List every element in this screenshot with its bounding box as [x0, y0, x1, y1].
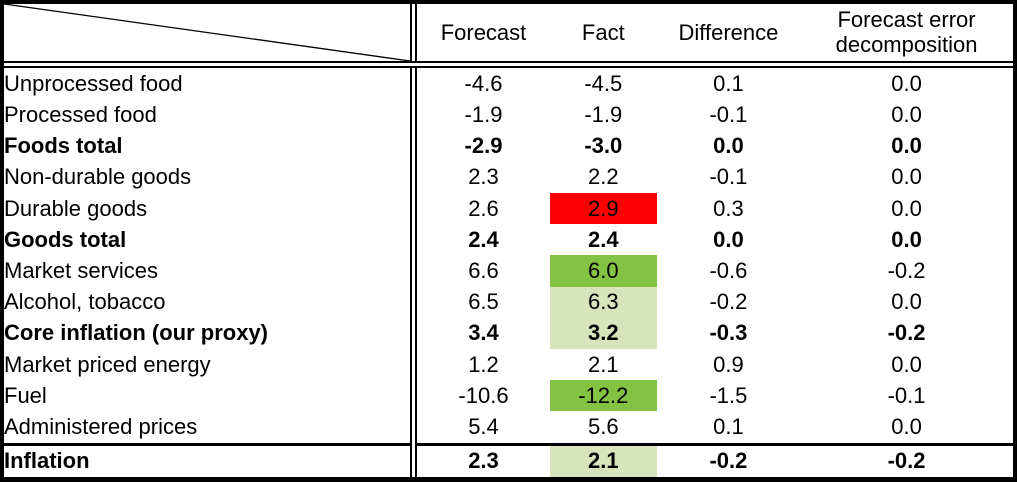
decomposition-cell: 0.0	[891, 133, 922, 159]
difference-cell: 0.9	[713, 351, 744, 377]
row-label: Market services	[4, 257, 159, 283]
fact-cell: 6.3	[549, 286, 657, 318]
fact-cell: 2.9	[549, 192, 657, 225]
fact-cell: 6.0	[549, 255, 657, 287]
fact-cell: -4.5	[584, 70, 623, 96]
difference-cell: -1.5	[709, 382, 748, 408]
fact-cell: 2.2	[588, 164, 619, 190]
difference-cell: -0.1	[709, 164, 748, 190]
diagonal-line	[4, 4, 410, 61]
header-row: Forecast Fact Difference Forecast error …	[4, 4, 1013, 68]
forecast-cell: 2.6	[410, 192, 550, 225]
fact-cell: -3.0	[584, 133, 623, 159]
decomposition-cell: 0.0	[891, 70, 922, 96]
difference-cell: 0.0	[713, 133, 744, 159]
row-label: Unprocessed food	[4, 70, 183, 96]
row-label: Non-durable goods	[4, 164, 192, 190]
difference-cell: -0.2	[709, 289, 748, 315]
forecast-cell: 3.4	[410, 317, 550, 349]
decomposition-cell: 0.0	[891, 289, 922, 315]
fact-cell: 2.1	[549, 442, 657, 477]
forecast-cell: -4.6	[410, 64, 550, 100]
fact-cell: 5.6	[588, 414, 619, 440]
decomposition-cell: 0.0	[891, 164, 922, 190]
forecast-cell: 6.5	[410, 286, 550, 318]
fact-cell: 2.1	[588, 351, 619, 377]
table-row: Durable goods 2.6 2.9 0.3 0.0	[4, 192, 1013, 225]
difference-cell: 0.0	[713, 226, 744, 252]
forecast-cell: 6.6	[410, 255, 550, 287]
decomposition-cell: -0.2	[887, 257, 926, 283]
row-label: Fuel	[4, 382, 47, 408]
header-forecast: Forecast	[410, 4, 550, 68]
table-row: Core inflation (our proxy) 3.4 3.2 -0.3 …	[4, 317, 1013, 349]
table-header: Forecast Fact Difference Forecast error …	[4, 4, 1013, 68]
row-label: Goods total	[4, 226, 127, 252]
fact-cell: 2.4	[588, 226, 619, 252]
difference-cell: -0.6	[709, 257, 748, 283]
table-row: Administered prices 5.4 5.6 0.1 0.0	[4, 411, 1013, 445]
row-label: Foods total	[4, 133, 123, 159]
decomposition-cell: 0.0	[891, 414, 922, 440]
difference-cell: 0.3	[713, 195, 744, 221]
decomposition-cell: 0.0	[891, 101, 922, 127]
header-fact: Fact	[549, 4, 657, 68]
row-label: Alcohol, tobacco	[4, 289, 166, 315]
table-row-inflation-total: Inflation 2.3 2.1 -0.2 -0.2	[4, 442, 1013, 477]
row-label: Durable goods	[4, 195, 148, 221]
table-row: Processed food -1.9 -1.9 -0.1 0.0	[4, 99, 1013, 131]
table-row: Alcohol, tobacco 6.5 6.3 -0.2 0.0	[4, 286, 1013, 318]
corner-cell	[4, 4, 414, 68]
row-label: Processed food	[4, 101, 157, 127]
difference-cell: 0.1	[713, 70, 744, 96]
forecast-cell: -1.9	[410, 99, 550, 131]
difference-cell: -0.3	[709, 320, 748, 346]
decomposition-cell: 0.0	[891, 226, 922, 252]
table-body: Unprocessed food -4.6 -4.5 0.1 0.0 Proce…	[4, 64, 1013, 477]
table-row: Fuel -10.6 -12.2 -1.5 -0.1	[4, 380, 1013, 412]
table-row: Market services 6.6 6.0 -0.6 -0.2	[4, 255, 1013, 287]
row-label: Market priced energy	[4, 351, 211, 377]
forecast-cell: 2.4	[410, 224, 550, 256]
fact-cell: -1.9	[584, 101, 623, 127]
forecast-cell: 5.4	[410, 411, 550, 445]
forecast-cell: -10.6	[410, 380, 550, 412]
forecast-cell: 2.3	[410, 161, 550, 193]
fact-cell: 3.2	[549, 317, 657, 349]
decomposition-cell: -0.2	[887, 320, 926, 346]
forecast-cell: 1.2	[410, 349, 550, 381]
table-row: Goods total 2.4 2.4 0.0 0.0	[4, 224, 1013, 256]
row-label: Inflation	[4, 442, 414, 477]
forecast-cell: 2.3	[410, 442, 550, 477]
difference-cell: -0.2	[656, 442, 801, 477]
decomposition-cell: -0.2	[800, 442, 1013, 477]
decomposition-cell: -0.1	[887, 382, 926, 408]
row-label: Administered prices	[4, 414, 198, 440]
table-row: Market priced energy 1.2 2.1 0.9 0.0	[4, 349, 1013, 381]
header-decomposition: Forecast error decomposition	[800, 4, 1013, 68]
forecast-cell: -2.9	[410, 130, 550, 162]
table-row: Unprocessed food -4.6 -4.5 0.1 0.0	[4, 64, 1013, 100]
difference-cell: 0.1	[713, 414, 744, 440]
table-row: Non-durable goods 2.3 2.2 -0.1 0.0	[4, 161, 1013, 193]
data-table: Forecast Fact Difference Forecast error …	[4, 4, 1013, 477]
difference-cell: -0.1	[709, 101, 748, 127]
fact-cell: -12.2	[549, 380, 657, 412]
decomposition-cell: 0.0	[891, 195, 922, 221]
table-row: Foods total -2.9 -3.0 0.0 0.0	[4, 130, 1013, 162]
decomposition-cell: 0.0	[891, 351, 922, 377]
header-difference: Difference	[656, 4, 801, 68]
row-label: Core inflation (our proxy)	[4, 320, 268, 346]
